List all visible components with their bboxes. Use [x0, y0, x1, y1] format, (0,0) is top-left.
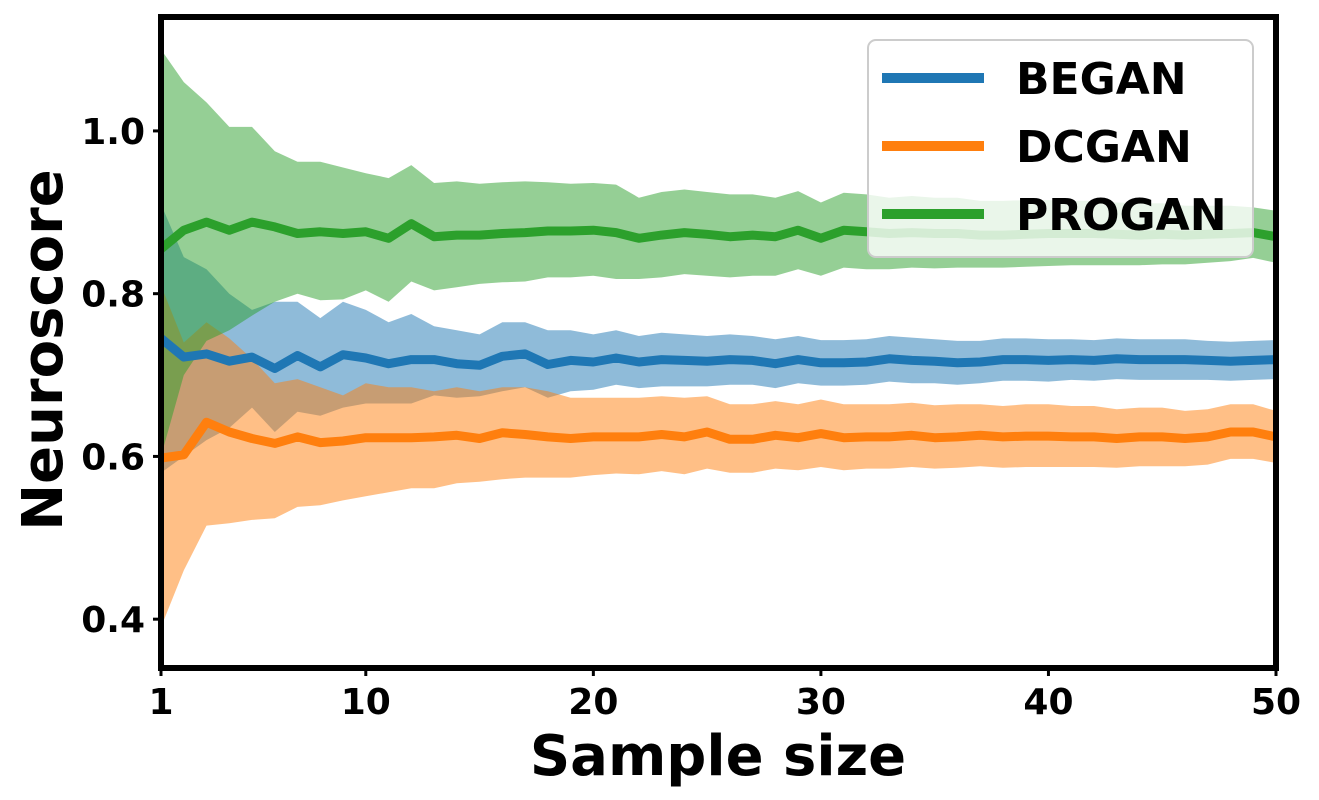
- line-began: [158, 334, 1277, 373]
- y-tick-label: 0.6: [81, 437, 145, 478]
- y-axis-ticks: 0.4 0.6 0.8 1.0: [81, 112, 161, 641]
- legend-label-progan: PROGAN: [1016, 190, 1227, 241]
- band-dcgan: [161, 285, 1276, 628]
- plot-frame: [158, 14, 1279, 671]
- x-axis-title: Sample size: [530, 724, 906, 789]
- band-began: [161, 204, 1276, 473]
- confidence-bands: [161, 49, 1276, 628]
- y-tick-label: 0.4: [81, 600, 145, 641]
- y-tick-label: 1.0: [81, 112, 145, 153]
- x-tick-label: 10: [341, 682, 391, 723]
- legend-label-dcgan: DCGAN: [1016, 122, 1192, 173]
- x-tick-label: 20: [568, 682, 618, 723]
- legend-box: [867, 39, 1254, 258]
- line-dcgan: [160, 417, 1277, 463]
- legend: BEGAN DCGAN PROGAN: [867, 39, 1254, 258]
- y-axis-title: Neuroscore: [11, 169, 76, 530]
- x-tick-label: 40: [1023, 682, 1073, 723]
- x-axis-ticks: 1 10 20 30 40 50: [148, 668, 1301, 723]
- x-tick-label: 30: [796, 682, 846, 723]
- legend-label-began: BEGAN: [1016, 54, 1187, 105]
- x-tick-label: 50: [1251, 682, 1301, 723]
- y-tick-label: 0.8: [81, 275, 145, 316]
- band-progan: [161, 49, 1276, 457]
- x-tick-label: 1: [148, 682, 173, 723]
